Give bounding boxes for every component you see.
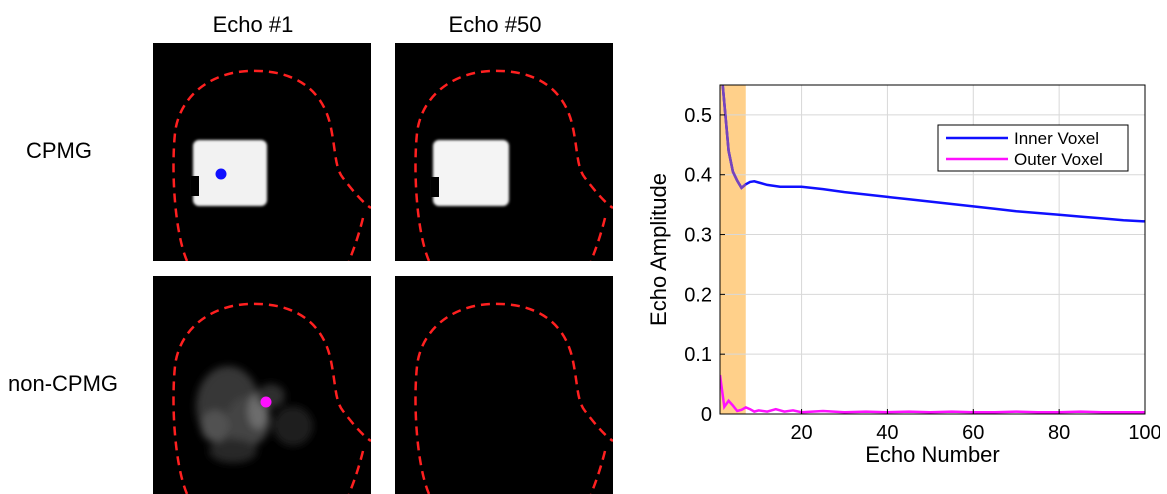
y-tick-label: 0.4 <box>684 165 712 187</box>
y-tick-label: 0.2 <box>684 284 712 306</box>
x-tick-label: 80 <box>1048 422 1070 444</box>
inner-voxel-marker <box>215 168 227 180</box>
x-tick-label: 100 <box>1128 422 1160 444</box>
panel-cpmg-echo-50 <box>395 43 613 261</box>
x-tick-label: 40 <box>876 422 898 444</box>
x-axis-label: Echo Number <box>865 442 1000 467</box>
y-tick-label: 0 <box>701 404 712 426</box>
row-label-non-cpmg: non-CPMG <box>8 371 119 396</box>
mri-image-cpmg-echo-50 <box>414 69 613 261</box>
head-contour <box>414 302 613 494</box>
bright-square <box>193 140 267 206</box>
column-title-echo-50: Echo #50 <box>448 12 542 37</box>
mri-image-non-cpmg-echo-1 <box>172 302 371 494</box>
head-contour <box>414 69 613 261</box>
highlight-span <box>720 85 746 414</box>
mri-image-non-cpmg-echo-50 <box>414 302 613 494</box>
panel-non-cpmg-echo-50 <box>395 276 613 494</box>
outer-voxel-marker <box>260 396 272 408</box>
echo-amplitude-chart: 20 40 60 80 100 0 0.1 0.2 0.3 0.4 0.5 Echo Number Ec… <box>646 84 1160 467</box>
row-label-cpmg: CPMG <box>26 138 92 163</box>
panel-non-cpmg-echo-1 <box>153 276 371 494</box>
head-contour <box>172 302 371 494</box>
y-tick-label: 0.5 <box>684 105 712 127</box>
legend-box <box>937 124 1129 172</box>
legend-label-outer-voxel: Outer Voxel <box>1014 150 1103 169</box>
panel-cpmg-echo-1 <box>153 43 371 261</box>
series-line-outer-voxel <box>720 374 1145 414</box>
series-line-inner-voxel-highlighted <box>721 85 747 190</box>
x-tick-label: 20 <box>790 422 812 444</box>
legend-label-inner-voxel: Inner Voxel <box>1014 129 1099 148</box>
axes-box <box>719 84 1146 415</box>
bright-square <box>433 140 509 206</box>
mri-image-cpmg-echo-1 <box>172 69 371 261</box>
column-title-echo-1: Echo #1 <box>212 12 294 37</box>
y-axis-label: Echo Amplitude <box>646 173 671 326</box>
y-tick-label: 0.3 <box>684 225 712 247</box>
x-tick-label: 60 <box>962 422 984 444</box>
y-tick-label: 0.1 <box>684 344 712 366</box>
head-contour <box>172 69 371 261</box>
